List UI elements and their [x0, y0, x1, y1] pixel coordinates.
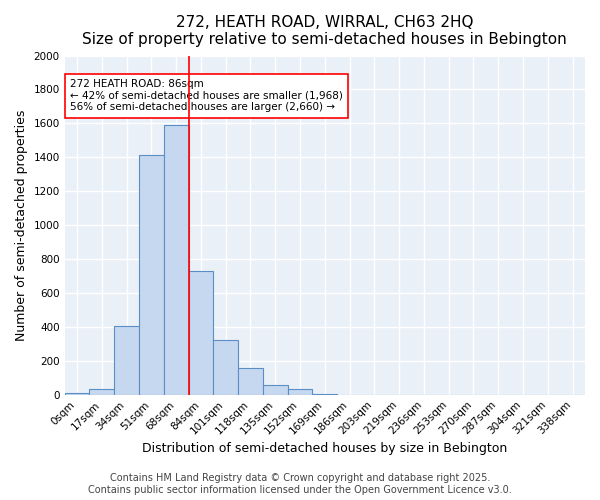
Bar: [114, 326, 139, 394]
Bar: [89, 389, 114, 394]
Bar: [263, 386, 287, 394]
X-axis label: Distribution of semi-detached houses by size in Bebington: Distribution of semi-detached houses by …: [142, 442, 508, 455]
Bar: [214, 340, 238, 394]
Bar: [139, 154, 164, 394]
Title: 272, HEATH ROAD, WIRRAL, CH63 2HQ
Size of property relative to semi-detached hou: 272, HEATH ROAD, WIRRAL, CH63 2HQ Size o…: [82, 15, 567, 48]
Y-axis label: Number of semi-detached properties: Number of semi-detached properties: [15, 110, 28, 341]
Bar: [287, 389, 313, 394]
Bar: [65, 393, 89, 394]
Text: 272 HEATH ROAD: 86sqm
← 42% of semi-detached houses are smaller (1,968)
56% of s: 272 HEATH ROAD: 86sqm ← 42% of semi-deta…: [70, 80, 343, 112]
Text: Contains HM Land Registry data © Crown copyright and database right 2025.
Contai: Contains HM Land Registry data © Crown c…: [88, 474, 512, 495]
Bar: [238, 368, 263, 394]
Bar: [188, 271, 214, 394]
Bar: [164, 125, 188, 394]
